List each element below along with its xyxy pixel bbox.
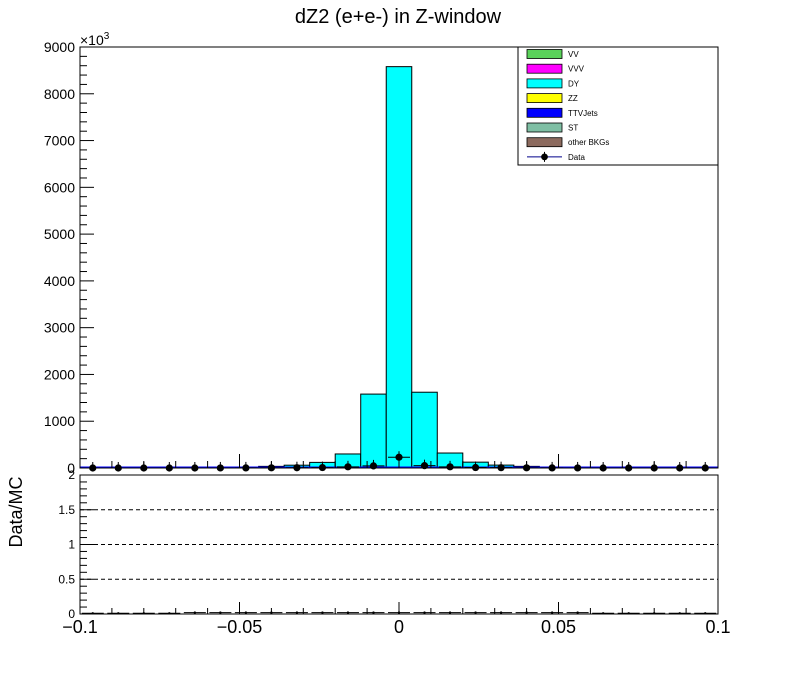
legend-entry-5: ST: [526, 122, 578, 133]
ratio-point-6: [234, 611, 257, 614]
x-tick-label: −0.05: [217, 617, 263, 637]
ratio-point-5: [209, 611, 232, 614]
legend-marker: [541, 153, 548, 161]
legend-label: other BKGs: [568, 138, 609, 147]
ratio-point-11: [362, 611, 385, 614]
ratio-point-14: [439, 611, 462, 614]
ratio-point-19: [566, 611, 589, 614]
y-tick-label: 9000: [44, 39, 75, 55]
ratio-point-marker: [193, 611, 197, 614]
legend-label: ST: [568, 124, 578, 133]
ratio-y-tick-label: 1: [68, 538, 75, 552]
ratio-y-tick-label: 0: [68, 607, 75, 621]
ratio-point-marker: [448, 611, 452, 614]
y-tick-label: 7000: [44, 133, 75, 149]
ratio-point-marker: [372, 611, 375, 614]
ratio-point-marker: [423, 611, 426, 614]
data-point-14: [439, 460, 462, 471]
ratio-point-marker: [499, 611, 503, 614]
chart-title: dZ2 (e+e-) in Z-window: [295, 6, 502, 28]
legend-label: ZZ: [568, 94, 578, 103]
ratio-point-marker: [346, 611, 350, 614]
data-point-10: [336, 460, 359, 471]
histogram-bin-12: [385, 66, 413, 469]
legend-entry-1: VVV: [526, 63, 585, 74]
legend-label: VVV: [568, 65, 585, 74]
x-tick-label: 0: [394, 617, 404, 637]
data-point-marker: [446, 463, 454, 471]
ratio-point-9: [311, 611, 334, 614]
y-tick-label: 3000: [44, 320, 75, 336]
x-tick-label: 0.05: [541, 617, 576, 637]
legend-entry-3: ZZ: [526, 93, 578, 103]
y-axis-multiplier: ×103: [80, 31, 110, 48]
ratio-point-marker: [295, 611, 299, 614]
ratio-x-axis: −0.1 −0.05 0 0.05 0.1: [62, 602, 731, 637]
ratio-point-marker: [244, 611, 248, 614]
y-tick-label: 6000: [44, 179, 75, 195]
ratio-point-8: [285, 611, 308, 614]
legend-label: VV: [568, 50, 579, 59]
ratio-y-tick-label: 2: [68, 468, 75, 482]
ratio-y-axis: 0 0.5 1 1.5 2: [58, 468, 94, 621]
histogram-bin-13: [411, 391, 438, 469]
legend-entry-4: TTVJets: [526, 107, 598, 118]
legend-entry-6: other BKGs: [526, 137, 609, 148]
ratio-reference-lines: [80, 509, 718, 580]
ratio-point-13: [413, 611, 436, 614]
legend-entry-2: DY: [526, 78, 580, 89]
legend-swatch: [526, 137, 563, 148]
y-tick-label: 4000: [44, 273, 75, 289]
y-tick-label: 5000: [44, 226, 75, 242]
y-tick-label: 1000: [44, 413, 75, 429]
stacked-histogram: [79, 66, 719, 469]
legend-swatch: [526, 93, 563, 103]
ratio-panel: 0 0.5 1 1.5 2 −0.1 −0.05 0 0.05 0.1 Data/MC: [6, 468, 731, 637]
ratio-point-marker: [321, 611, 324, 614]
legend-label: DY: [568, 79, 580, 88]
data-point-13: [413, 459, 436, 470]
data-point-marker: [344, 463, 352, 471]
ratio-point-10: [336, 611, 359, 614]
y-multiplier-exponent: 3: [104, 31, 110, 42]
ratio-point-18: [541, 611, 564, 614]
legend-entry-7: Data: [527, 151, 585, 162]
data-point-marker: [420, 462, 429, 470]
ratio-point-marker: [474, 611, 477, 614]
ratio-point-marker: [550, 611, 554, 614]
ratio-y-axis-label: Data/MC: [6, 476, 26, 547]
ratio-point-marker: [219, 611, 222, 614]
ratio-y-tick-label: 1.5: [58, 503, 75, 517]
legend-swatch: [526, 107, 563, 118]
legend-label: Data: [568, 153, 585, 162]
legend-swatch: [526, 49, 563, 59]
main-histogram-panel: 0 1000 2000 3000 4000 5000 6000 7000 8000 9000 ×1…: [44, 31, 719, 476]
ratio-point-marker: [576, 611, 579, 614]
histogram-bin-11: [360, 393, 387, 469]
x-tick-label: 0.1: [705, 617, 730, 637]
legend-swatch: [526, 78, 563, 89]
legend-entry-0: VV: [526, 49, 579, 59]
y-tick-label: 0: [67, 460, 75, 476]
ratio-y-tick-label: 0.5: [58, 572, 75, 586]
main-y-axis: 0 1000 2000 3000 4000 5000 6000 7000 8000 9000: [44, 39, 94, 476]
ratio-point-15: [464, 611, 487, 614]
legend-swatch: [526, 63, 563, 74]
main-x-axis-ticks: [79, 454, 719, 468]
legend-swatch: [526, 122, 563, 133]
y-tick-label: 8000: [44, 86, 75, 102]
x-tick-label: −0.1: [62, 617, 98, 637]
y-multiplier-base: ×10: [80, 32, 104, 48]
legend-label: TTVJets: [568, 109, 598, 118]
y-tick-label: 2000: [44, 366, 75, 382]
ratio-point-4: [183, 611, 206, 614]
ratio-point-16: [490, 611, 513, 614]
